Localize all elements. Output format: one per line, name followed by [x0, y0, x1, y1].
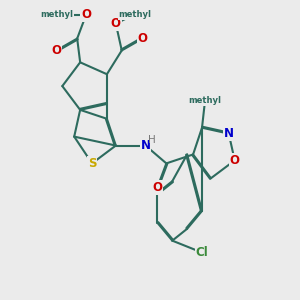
Text: O: O — [51, 44, 62, 57]
Text: O: O — [138, 32, 148, 45]
Text: O: O — [81, 8, 91, 21]
Text: N: N — [140, 139, 151, 152]
Text: O: O — [152, 181, 162, 194]
Text: methyl: methyl — [188, 97, 221, 106]
Text: N: N — [140, 139, 151, 152]
Text: Cl: Cl — [196, 246, 208, 259]
Text: S: S — [88, 157, 96, 170]
Text: H: H — [148, 135, 156, 145]
Text: N: N — [224, 127, 234, 140]
Text: O: O — [111, 17, 121, 30]
Text: methyl: methyl — [118, 10, 152, 19]
Text: methyl: methyl — [40, 10, 73, 19]
Text: O: O — [230, 154, 240, 167]
